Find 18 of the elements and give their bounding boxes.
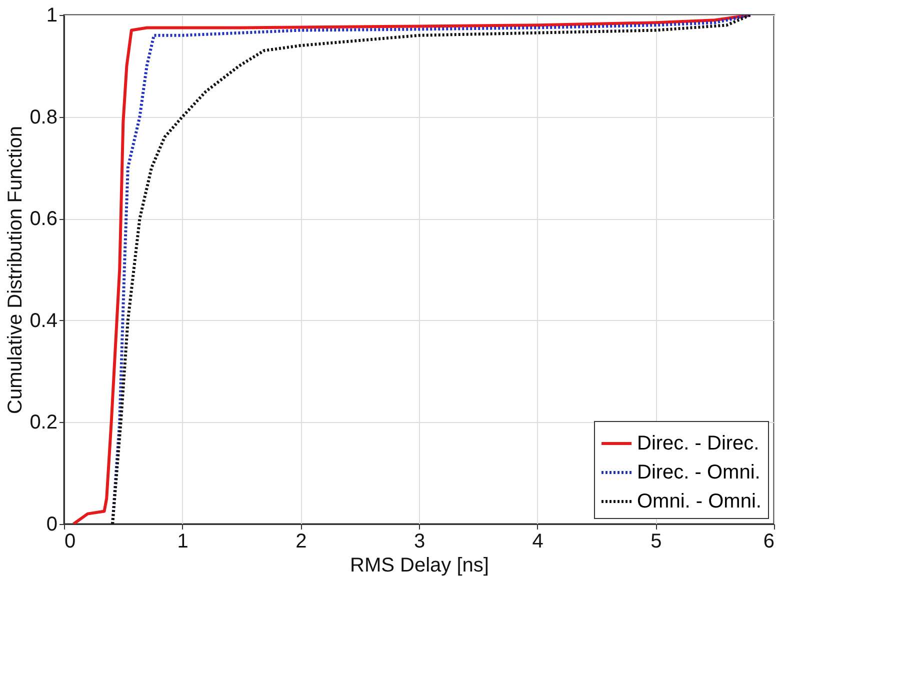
x-tick-label: 0: [64, 530, 76, 552]
x-tick-label: 1: [177, 530, 188, 552]
x-axis-title: RMS Delay [ns]: [350, 554, 489, 576]
x-tick-label: 5: [650, 530, 662, 552]
y-axis-title: Cumulative Distribution Function: [4, 126, 27, 414]
x-tick-label: 6: [763, 530, 774, 552]
y-tick-label: 0: [46, 514, 58, 536]
legend-label: Direc. - Direc.: [637, 432, 760, 454]
y-tick-label: 0.6: [30, 208, 58, 230]
y-tick-label: 0.4: [30, 310, 58, 332]
x-tick-label: 3: [414, 530, 426, 552]
x-tick-label: 4: [532, 530, 544, 552]
x-tick-label: 2: [296, 530, 307, 552]
legend-label: Direc. - Omni.: [637, 462, 760, 484]
y-tick-label: 1: [46, 4, 58, 26]
y-tick-label: 0.2: [30, 412, 58, 434]
legend-label: Omni. - Omni.: [637, 490, 762, 512]
y-tick-label: 0.8: [30, 106, 58, 128]
